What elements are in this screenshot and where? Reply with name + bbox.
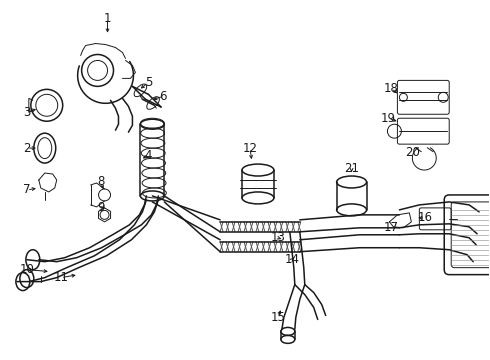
Text: 5: 5 [145, 76, 152, 89]
Text: 19: 19 [381, 112, 396, 125]
Text: 21: 21 [344, 162, 359, 175]
Text: 18: 18 [384, 82, 399, 95]
Text: 12: 12 [243, 141, 257, 155]
Text: 13: 13 [270, 231, 285, 244]
Text: 11: 11 [53, 271, 68, 284]
Text: 15: 15 [270, 311, 285, 324]
Text: 9: 9 [97, 201, 104, 215]
Text: 1: 1 [104, 12, 111, 25]
Text: 16: 16 [418, 211, 433, 224]
Text: 14: 14 [284, 253, 299, 266]
Text: 6: 6 [160, 90, 167, 103]
Text: 17: 17 [384, 221, 399, 234]
Text: 8: 8 [97, 175, 104, 189]
Text: 20: 20 [405, 145, 420, 159]
Text: 4: 4 [145, 149, 152, 162]
Text: 3: 3 [23, 106, 30, 119]
Text: 10: 10 [20, 263, 34, 276]
Text: 2: 2 [23, 141, 30, 155]
Text: 7: 7 [23, 184, 30, 197]
